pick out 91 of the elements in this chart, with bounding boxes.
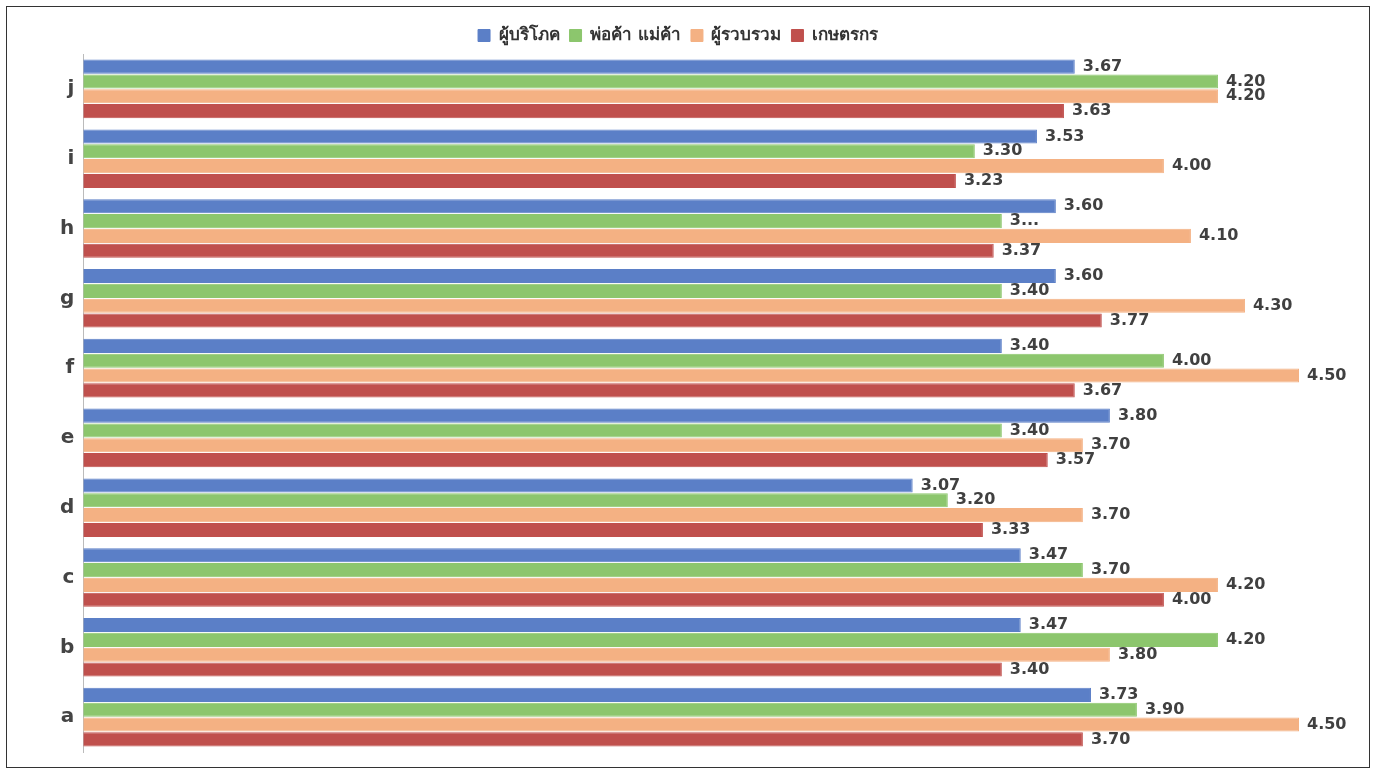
legend-label: ผู้บริโภค — [498, 23, 560, 46]
bar — [83, 732, 1083, 747]
bar — [83, 129, 1037, 144]
data-label: 3.80 — [1117, 643, 1158, 663]
data-label: 3.77 — [1109, 309, 1150, 329]
data-label: 4.50 — [1307, 713, 1347, 733]
bar — [83, 269, 1056, 284]
bar — [83, 687, 1091, 702]
bar — [83, 104, 1064, 119]
data-label: 4.50 — [1307, 364, 1347, 384]
data-label: 4.00 — [1171, 588, 1212, 608]
data-label: 3.90 — [1144, 698, 1185, 718]
data-label: 3.40 — [1009, 419, 1050, 439]
bar — [83, 59, 1075, 74]
bar — [83, 173, 956, 188]
data-label: 3.20 — [955, 489, 996, 509]
bar — [83, 563, 1083, 578]
bar — [83, 592, 1164, 607]
bar — [83, 717, 1299, 732]
data-label: 3.60 — [1063, 195, 1104, 215]
data-label: 3.70 — [1090, 504, 1131, 524]
data-label: 3.53 — [1044, 125, 1085, 145]
bar — [83, 383, 1075, 398]
data-label: 4.20 — [1225, 629, 1266, 649]
bar — [83, 74, 1218, 89]
data-label: 3.37 — [1001, 239, 1042, 259]
data-label: 3.40 — [1009, 335, 1050, 355]
bar — [83, 144, 975, 159]
data-label: 3... — [1009, 210, 1040, 230]
bar — [83, 408, 1110, 423]
bar — [83, 298, 1245, 313]
data-label: 4.10 — [1198, 225, 1239, 245]
data-label: 4.00 — [1171, 155, 1212, 175]
bar — [83, 702, 1137, 717]
bar — [83, 662, 1002, 677]
bar — [83, 522, 983, 537]
bar — [83, 199, 1056, 214]
y-tick-label: j — [66, 75, 75, 100]
bar — [83, 508, 1083, 523]
data-label: 3.67 — [1082, 379, 1123, 399]
data-label: 3.60 — [1063, 265, 1104, 285]
data-label: 3.57 — [1055, 449, 1096, 469]
y-tick-label: g — [59, 284, 75, 309]
bar — [83, 338, 1002, 353]
legend-label: พ่อค้า แม่ค้า — [590, 23, 681, 44]
data-label: 3.63 — [1071, 100, 1112, 120]
y-tick-label: a — [60, 703, 75, 728]
data-label: 3.70 — [1090, 559, 1131, 579]
data-label: 3.80 — [1117, 404, 1158, 424]
y-tick-label: c — [62, 563, 75, 588]
bar — [83, 548, 1021, 563]
bar — [83, 438, 1083, 453]
y-tick-label: d — [59, 493, 75, 518]
y-tick-label: h — [60, 214, 75, 239]
bar — [83, 577, 1218, 592]
data-label: 3.40 — [1009, 658, 1050, 678]
data-label: 4.00 — [1171, 349, 1212, 369]
bar — [83, 283, 1002, 298]
data-label: 4.30 — [1252, 294, 1293, 314]
data-label: 3.40 — [1009, 280, 1050, 300]
data-label: 3.73 — [1098, 684, 1139, 704]
data-label: 3.70 — [1090, 728, 1131, 748]
bar — [83, 243, 994, 258]
bar — [83, 228, 1191, 243]
bar — [83, 618, 1021, 633]
y-tick-label: b — [59, 633, 75, 658]
bar — [83, 647, 1110, 662]
legend-label: ผู้รวบรวม — [711, 23, 782, 46]
y-tick-label: f — [65, 354, 75, 379]
y-tick-label: e — [60, 424, 75, 449]
bar — [83, 453, 1048, 468]
bar — [83, 313, 1102, 328]
data-label: 3.33 — [990, 519, 1031, 539]
data-label: 3.47 — [1028, 544, 1069, 564]
bar — [83, 89, 1218, 104]
data-label: 3.67 — [1082, 55, 1123, 75]
bar — [83, 423, 1002, 438]
bar — [83, 214, 1002, 229]
bar — [83, 493, 948, 508]
bar — [83, 353, 1164, 368]
bar — [83, 368, 1299, 383]
data-label: 3.47 — [1028, 614, 1069, 634]
data-label: 4.20 — [1225, 574, 1266, 594]
data-label: 3.23 — [963, 170, 1004, 190]
legend-label: เกษตรกร — [811, 23, 879, 44]
data-label: 3.30 — [982, 140, 1023, 160]
data-label: 4.20 — [1225, 85, 1266, 105]
y-tick-label: i — [67, 144, 75, 169]
bar — [83, 159, 1164, 174]
bar — [83, 632, 1218, 647]
bar — [83, 478, 913, 493]
